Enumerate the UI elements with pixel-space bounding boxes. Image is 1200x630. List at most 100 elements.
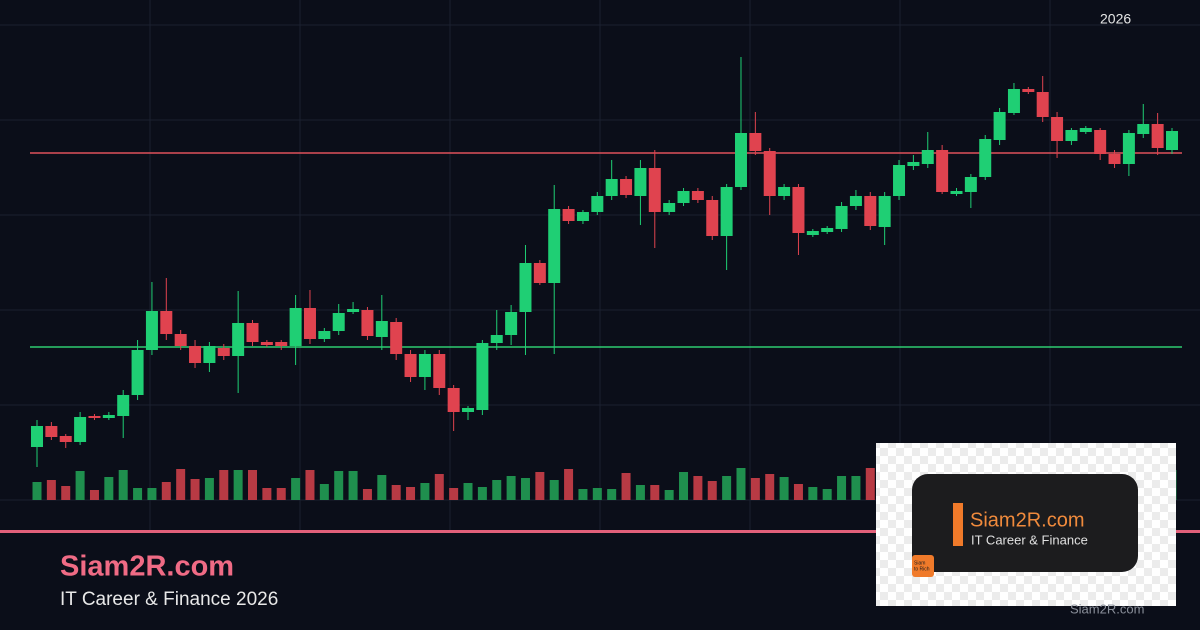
volume-bar (133, 488, 143, 500)
volume-bar (635, 485, 645, 500)
candle-body (1051, 117, 1064, 141)
candle-body (1007, 89, 1020, 113)
volume-bar (219, 470, 229, 500)
candle-body (433, 354, 446, 388)
candle-body (936, 150, 949, 192)
candle-body (1151, 124, 1164, 148)
volume-bar (176, 469, 186, 500)
candle-body (1137, 124, 1150, 134)
candle-body (734, 133, 747, 187)
candle-body (548, 209, 561, 283)
candle-body (347, 309, 360, 312)
candle-body (217, 348, 230, 356)
candle-body (45, 426, 58, 437)
candle-body (1122, 133, 1135, 164)
candle-body (203, 346, 216, 363)
volume-bar (147, 488, 157, 500)
volume-bar (204, 478, 214, 500)
footer: Siam2R.com (1070, 601, 1144, 616)
logo-subtitle: IT Career & Finance (971, 532, 1088, 547)
candle-body (1094, 130, 1107, 154)
candle-body (1036, 92, 1049, 117)
volume-bar (693, 476, 703, 500)
candle-body (505, 312, 518, 335)
candle-body (763, 151, 776, 196)
candle-body (648, 168, 661, 212)
volume-bar (118, 470, 128, 500)
candle-body (117, 395, 130, 416)
divider (0, 530, 1200, 533)
volume-bar (477, 487, 487, 500)
logo-badge (912, 555, 934, 577)
candle-body (878, 196, 891, 227)
candle-body (849, 196, 862, 206)
volume-bar (851, 476, 861, 500)
volume-bar (75, 471, 85, 500)
volume-bar (89, 490, 99, 500)
logo: Siam2R.com IT Career & Finance Siam to R… (876, 443, 1176, 606)
candle-body (921, 150, 934, 164)
volume-bar (291, 478, 301, 500)
volume-bar (664, 490, 674, 500)
volume-bar (248, 470, 258, 500)
candle-body (620, 179, 633, 195)
brand-subtitle: IT Career & Finance 2026 (60, 589, 278, 610)
volume-bar (535, 472, 545, 500)
candle-body (792, 187, 805, 233)
candle-body (864, 196, 877, 226)
candle-body (88, 416, 101, 418)
candle-body (74, 417, 87, 442)
candle-body (462, 408, 475, 412)
candle-body (390, 322, 403, 354)
candle-body (519, 263, 532, 312)
volume-bar (348, 471, 358, 500)
volume-bar (808, 487, 818, 500)
volume-bar (190, 479, 200, 500)
candle-body (31, 426, 43, 447)
candle-body (1065, 130, 1078, 141)
volume-bar (391, 485, 401, 500)
volume-bar (61, 486, 71, 500)
volume-bar (449, 488, 459, 500)
candle-body (490, 335, 503, 343)
candle-body (102, 415, 115, 418)
volume-bar (334, 471, 344, 500)
candle-body (778, 187, 791, 196)
volume-bar (722, 476, 732, 500)
volume-bar (406, 487, 416, 500)
candle-body (1079, 128, 1092, 132)
volume-bar (262, 488, 272, 500)
candle-body (720, 187, 733, 236)
candle-body (806, 231, 819, 235)
candle-body (591, 196, 604, 212)
volume-bar (520, 478, 530, 500)
candle-body (232, 323, 245, 356)
volume-bar (650, 485, 660, 500)
candle-body (821, 228, 834, 232)
candle-body (562, 209, 575, 221)
candle-body (993, 112, 1006, 140)
volume-bar (822, 489, 832, 500)
candle-body (476, 343, 489, 410)
candle-body (246, 323, 259, 342)
candle-body (59, 436, 72, 442)
candle-body (275, 342, 288, 346)
candle-body (1022, 89, 1035, 92)
candle-body (318, 331, 331, 339)
volume-bar (564, 469, 574, 500)
volume-bar (707, 481, 717, 500)
volume-bar (865, 468, 875, 500)
volume-bar (549, 480, 559, 500)
volume-bar (765, 474, 775, 500)
year-label: 2026 (1100, 11, 1131, 27)
logo-bar (953, 503, 963, 546)
volume-bar (377, 475, 387, 500)
volume-bar (276, 488, 286, 500)
volume-bar (750, 478, 760, 500)
candle-body (289, 308, 302, 346)
volume-bar (434, 474, 444, 500)
logo-badge-text: to Rich (914, 566, 930, 572)
volume-bar (578, 489, 588, 500)
volume-bar (837, 476, 847, 500)
